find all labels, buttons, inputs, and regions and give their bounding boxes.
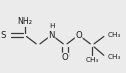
Text: NH₂: NH₂ [17, 17, 32, 26]
Text: S: S [1, 31, 6, 40]
Text: O: O [62, 53, 69, 62]
Text: N: N [48, 31, 55, 40]
Text: H: H [49, 23, 54, 29]
Text: CH₃: CH₃ [107, 32, 121, 38]
Text: CH₃: CH₃ [86, 57, 99, 63]
Text: O: O [75, 31, 82, 40]
Text: CH₃: CH₃ [107, 54, 121, 60]
